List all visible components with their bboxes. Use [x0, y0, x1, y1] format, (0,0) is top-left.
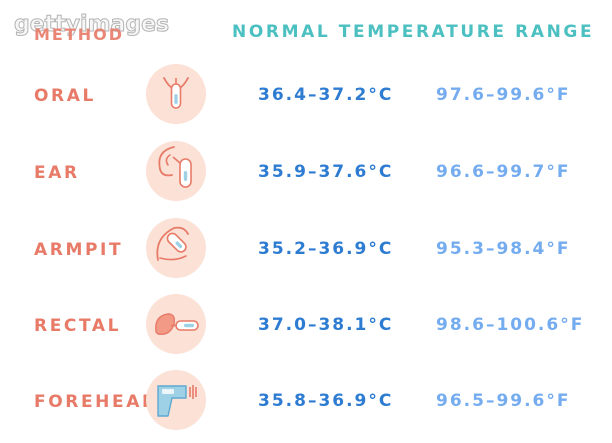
method-label: ARMPIT — [34, 240, 124, 260]
ear-thermometer-icon — [146, 141, 206, 201]
table-row: EAR 35.9–37.6°C 96.6–99.7°F — [0, 141, 612, 205]
fahrenheit-range: 98.6–100.6°F — [436, 315, 585, 335]
table-row: ARMPIT 35.2–36.9°C 95.3–98.4°F — [0, 218, 612, 282]
celsius-range: 35.8–36.9°C — [258, 391, 394, 411]
fahrenheit-range: 95.3–98.4°F — [436, 239, 571, 259]
method-label: FOREHEAD — [34, 392, 159, 412]
celsius-range: 35.9–37.6°C — [258, 162, 394, 182]
celsius-range: 37.0–38.1°C — [258, 315, 394, 335]
celsius-range: 36.4–37.2°C — [258, 85, 394, 105]
method-label: ORAL — [34, 86, 96, 106]
armpit-thermometer-icon — [146, 218, 206, 278]
forehead-thermometer-icon — [146, 370, 206, 430]
method-label: RECTAL — [34, 316, 122, 336]
fahrenheit-range: 97.6–99.6°F — [436, 85, 571, 105]
rectal-thermometer-icon — [146, 294, 206, 354]
celsius-range: 35.2–36.9°C — [258, 239, 394, 259]
method-label: EAR — [34, 163, 80, 183]
fahrenheit-range: 96.6–99.7°F — [436, 162, 571, 182]
mouth-thermometer-icon — [146, 64, 206, 124]
table-row: RECTAL 37.0–38.1°C 98.6–100.6°F — [0, 294, 612, 358]
page-title: NORMAL TEMPERATURE RANGE — [232, 22, 595, 42]
fahrenheit-range: 96.5–99.6°F — [436, 391, 571, 411]
table-row: ORAL 36.4–37.2°C 97.6–99.6°F — [0, 64, 612, 128]
watermark-logo: gettyimages — [13, 12, 170, 38]
table-row: FOREHEAD 35.8–36.9°C 96.5–99.6°F — [0, 370, 612, 434]
method-column-header: METHOD — [34, 25, 125, 44]
